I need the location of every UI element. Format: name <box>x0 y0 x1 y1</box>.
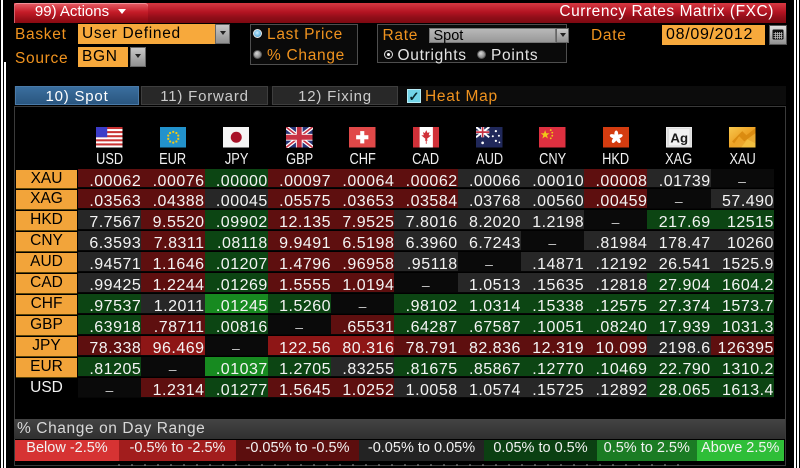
svg-text:Ag: Ag <box>670 130 688 145</box>
